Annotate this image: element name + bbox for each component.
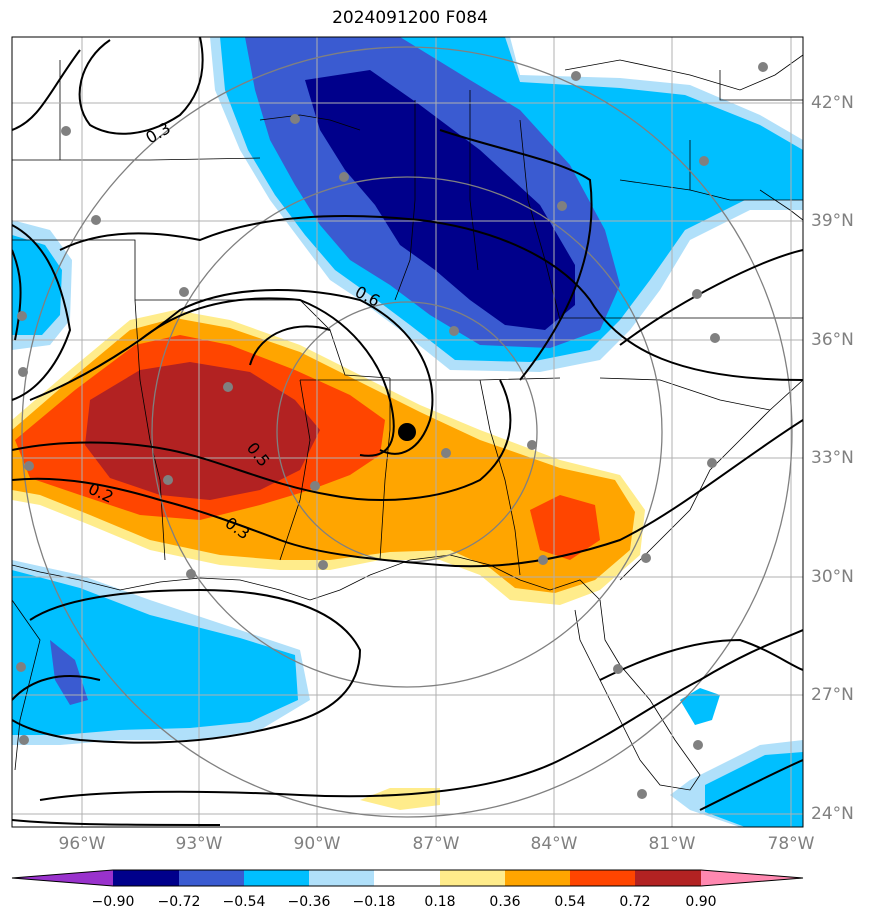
colorbar-swatch [374, 870, 440, 886]
station-markers [16, 62, 768, 799]
lon-label: 78°W [767, 834, 815, 854]
colorbar-tick-label: 0.18 [424, 894, 456, 910]
lat-label: 24°N [811, 804, 854, 824]
graticule [12, 37, 803, 827]
lon-label: 87°W [412, 834, 460, 854]
left-negative-core [12, 235, 62, 335]
colorbar-tick-label: −0.90 [91, 894, 135, 910]
lat-label: 30°N [811, 567, 854, 587]
colorbar-swatch-min [12, 870, 113, 886]
colorbar-swatch [244, 870, 309, 886]
lat-label: 42°N [811, 93, 854, 113]
colorbar-tick-label: 0.72 [619, 894, 651, 910]
colorbar-tick-label: −0.18 [352, 894, 396, 910]
lat-label: 33°N [811, 448, 854, 468]
negative-anomaly-region [210, 37, 803, 372]
lon-label: 96°W [58, 834, 106, 854]
lon-label: 84°W [530, 834, 578, 854]
colorbar-tick-label: −0.54 [222, 894, 266, 910]
colorbar-tick-label: 0.54 [554, 894, 586, 910]
colorbar-swatch [179, 870, 244, 886]
colorbar-swatch [440, 870, 505, 886]
colorbar-swatch [309, 870, 374, 886]
lon-label: 90°W [293, 834, 341, 854]
contour-lines [12, 37, 803, 826]
lat-label: 36°N [811, 330, 854, 350]
colorbar-swatch [635, 870, 701, 886]
range-rings [21, 46, 793, 818]
map-title: 2024091200 F084 [332, 8, 488, 28]
map-frame [11, 36, 804, 828]
gulf-negative-region [12, 560, 310, 745]
colorbar-swatch [505, 870, 570, 886]
colorbar-swatch-max [701, 870, 803, 886]
colorbar [11, 869, 804, 887]
colorbar-swatch [570, 870, 635, 886]
colorbar-tick-label: 0.36 [489, 894, 521, 910]
colorbar-tick-label: −0.36 [287, 894, 331, 910]
center-point-marker [398, 423, 416, 441]
colorbar-tick-label: −0.72 [157, 894, 201, 910]
lat-label: 39°N [811, 211, 854, 231]
lon-label: 81°W [648, 834, 696, 854]
colorbar-swatch [113, 870, 179, 886]
lat-label: 27°N [811, 685, 854, 705]
lon-label: 93°W [175, 834, 223, 854]
small-negative-patch [680, 688, 720, 725]
colorbar-tick-label: 0.90 [685, 894, 717, 910]
